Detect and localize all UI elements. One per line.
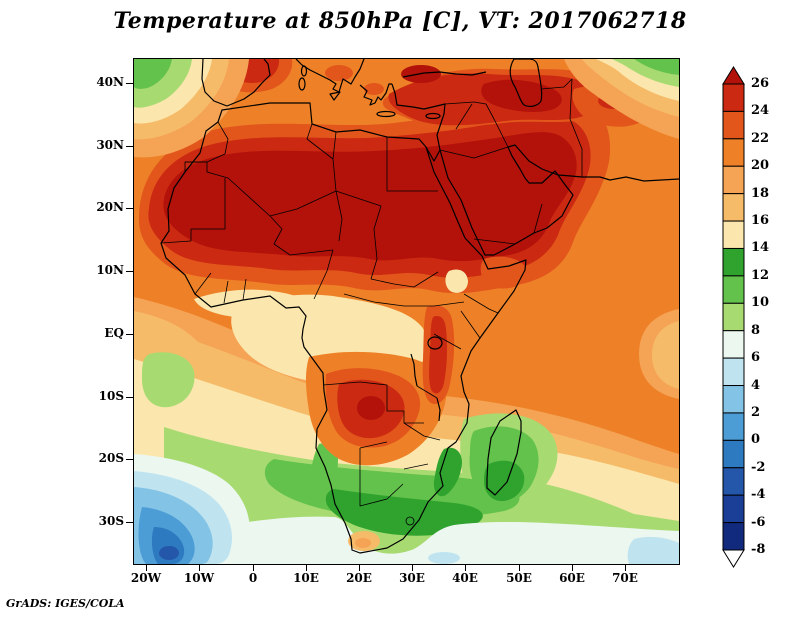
x-tick-mark <box>253 565 254 571</box>
x-tick-label: 20E <box>346 571 372 585</box>
colorbar-segment <box>722 247 745 277</box>
x-tick-label: 70E <box>612 571 638 585</box>
colorbar-segment <box>722 138 745 167</box>
colorbar-segment <box>722 193 745 222</box>
colorbar-label: -6 <box>751 514 766 530</box>
colorbar-label: -4 <box>751 487 766 503</box>
colorbar-label: 20 <box>751 158 770 174</box>
y-tick-label: 30N <box>96 138 124 152</box>
colorbar-arrow <box>722 66 745 85</box>
map-plot-area <box>133 58 680 565</box>
temperature-map <box>134 59 679 564</box>
colorbar-arrow <box>722 549 745 568</box>
country-borders <box>160 78 583 526</box>
colorbar-label: 0 <box>751 432 761 448</box>
colorbar-segment <box>722 412 745 441</box>
colorbar-label: -2 <box>751 459 766 475</box>
colorbar-label: 14 <box>751 240 770 256</box>
colorbar-segment <box>722 110 745 140</box>
colorbar-segment <box>722 275 745 304</box>
x-tick-label: 20W <box>130 571 162 585</box>
x-tick-mark <box>359 565 360 571</box>
colorbar-segment <box>722 220 745 249</box>
temperature-field <box>134 59 679 564</box>
x-tick-mark <box>572 565 573 571</box>
x-tick-label: 0 <box>248 571 258 585</box>
y-tick-label: 20N <box>96 200 124 214</box>
colorbar-segment <box>722 302 745 332</box>
colorbar: 26 24 22 20 18 16 14 12 10 8 6 4 2 0 -2 -4 -6 -8 <box>722 66 800 578</box>
x-tick-mark <box>199 565 200 571</box>
colorbar-segment <box>722 83 745 112</box>
colorbar-label: 6 <box>751 350 761 366</box>
y-tick-mark <box>126 522 133 523</box>
y-tick-mark <box>126 83 133 84</box>
y-tick-label: 20S <box>98 451 124 465</box>
x-tick-mark <box>146 565 147 571</box>
y-tick-label: 40N <box>96 75 124 89</box>
y-tick-label: EQ <box>104 326 124 340</box>
y-tick-mark <box>126 397 133 398</box>
colorbar-segment <box>722 439 745 469</box>
y-tick-label: 10N <box>96 263 124 277</box>
x-tick-label: 10W <box>183 571 215 585</box>
colorbar-scale <box>722 66 745 568</box>
y-tick-mark <box>126 146 133 147</box>
y-tick-mark <box>126 459 133 460</box>
colorbar-label: 12 <box>751 267 770 283</box>
colorbar-segment <box>722 385 745 414</box>
y-tick-label: 30S <box>98 514 124 528</box>
x-tick-label: 10E <box>293 571 319 585</box>
colorbar-segment <box>722 467 745 496</box>
colorbar-label: 24 <box>751 103 770 119</box>
colorbar-label: 4 <box>751 377 761 393</box>
y-tick-mark <box>126 208 133 209</box>
y-tick-label: 10S <box>98 389 124 403</box>
colorbar-label: 26 <box>751 76 770 91</box>
colorbar-label: 18 <box>751 185 770 201</box>
plot-title: Temperature at 850hPa [C], VT: 201706271… <box>113 8 687 34</box>
x-tick-mark <box>412 565 413 571</box>
colorbar-segment <box>722 357 745 387</box>
colorbar-label: 8 <box>751 322 761 338</box>
x-tick-mark <box>519 565 520 571</box>
colorbar-label: 16 <box>751 213 770 229</box>
attribution: GrADS: IGES/COLA <box>6 597 125 610</box>
colorbar-segment <box>722 494 745 524</box>
colorbar-label: 10 <box>751 295 770 311</box>
y-tick-mark <box>126 271 133 272</box>
x-tick-label: 30E <box>399 571 425 585</box>
colorbar-label: 2 <box>751 404 761 420</box>
x-tick-mark <box>306 565 307 571</box>
x-tick-label: 50E <box>506 571 532 585</box>
colorbar-label: 22 <box>751 130 770 146</box>
x-tick-label: 40E <box>452 571 478 585</box>
x-tick-label: 60E <box>559 571 585 585</box>
colorbar-label: -8 <box>751 542 766 557</box>
y-tick-mark <box>126 334 133 335</box>
x-tick-mark <box>625 565 626 571</box>
colorbar-segment <box>722 522 745 551</box>
colorbar-segment <box>722 330 745 359</box>
colorbar-segment <box>722 165 745 195</box>
x-tick-mark <box>465 565 466 571</box>
